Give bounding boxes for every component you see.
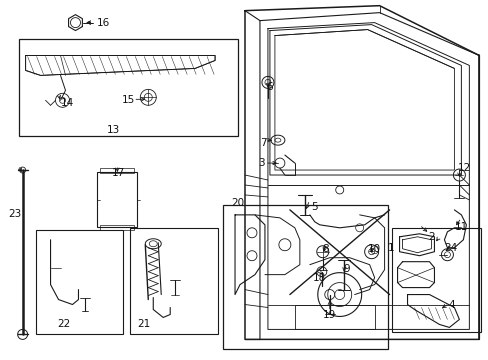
Bar	[294, 305, 374, 329]
Text: 2: 2	[427, 232, 434, 242]
Polygon shape	[25, 55, 215, 75]
Text: 18: 18	[312, 273, 326, 283]
Text: 19: 19	[323, 310, 336, 320]
Text: 21: 21	[138, 319, 151, 329]
Text: 17: 17	[111, 168, 125, 178]
Text: 6: 6	[266, 82, 273, 93]
Bar	[97, 172, 137, 227]
Text: 5: 5	[311, 202, 318, 212]
Text: 12: 12	[457, 163, 470, 173]
Text: 8: 8	[322, 244, 328, 254]
Text: 22: 22	[57, 319, 70, 329]
Text: 13: 13	[106, 125, 120, 135]
Text: 15: 15	[122, 95, 135, 105]
Bar	[223, 205, 387, 349]
Text: 11: 11	[454, 222, 467, 232]
Text: 16: 16	[97, 18, 110, 28]
Text: 7: 7	[259, 138, 265, 148]
Text: 3: 3	[258, 158, 264, 168]
Text: 9: 9	[343, 264, 349, 274]
Bar	[391, 228, 480, 332]
Text: 20: 20	[231, 198, 244, 208]
Bar	[36, 230, 123, 334]
Text: 1: 1	[387, 243, 394, 253]
Text: 4: 4	[447, 300, 454, 310]
Bar	[100, 225, 134, 230]
Bar	[100, 168, 134, 173]
Text: 23: 23	[8, 209, 21, 219]
Text: 10: 10	[367, 244, 381, 254]
Bar	[130, 228, 218, 334]
Text: 14: 14	[61, 98, 74, 108]
Text: 24: 24	[443, 243, 456, 253]
Bar	[19, 39, 238, 136]
